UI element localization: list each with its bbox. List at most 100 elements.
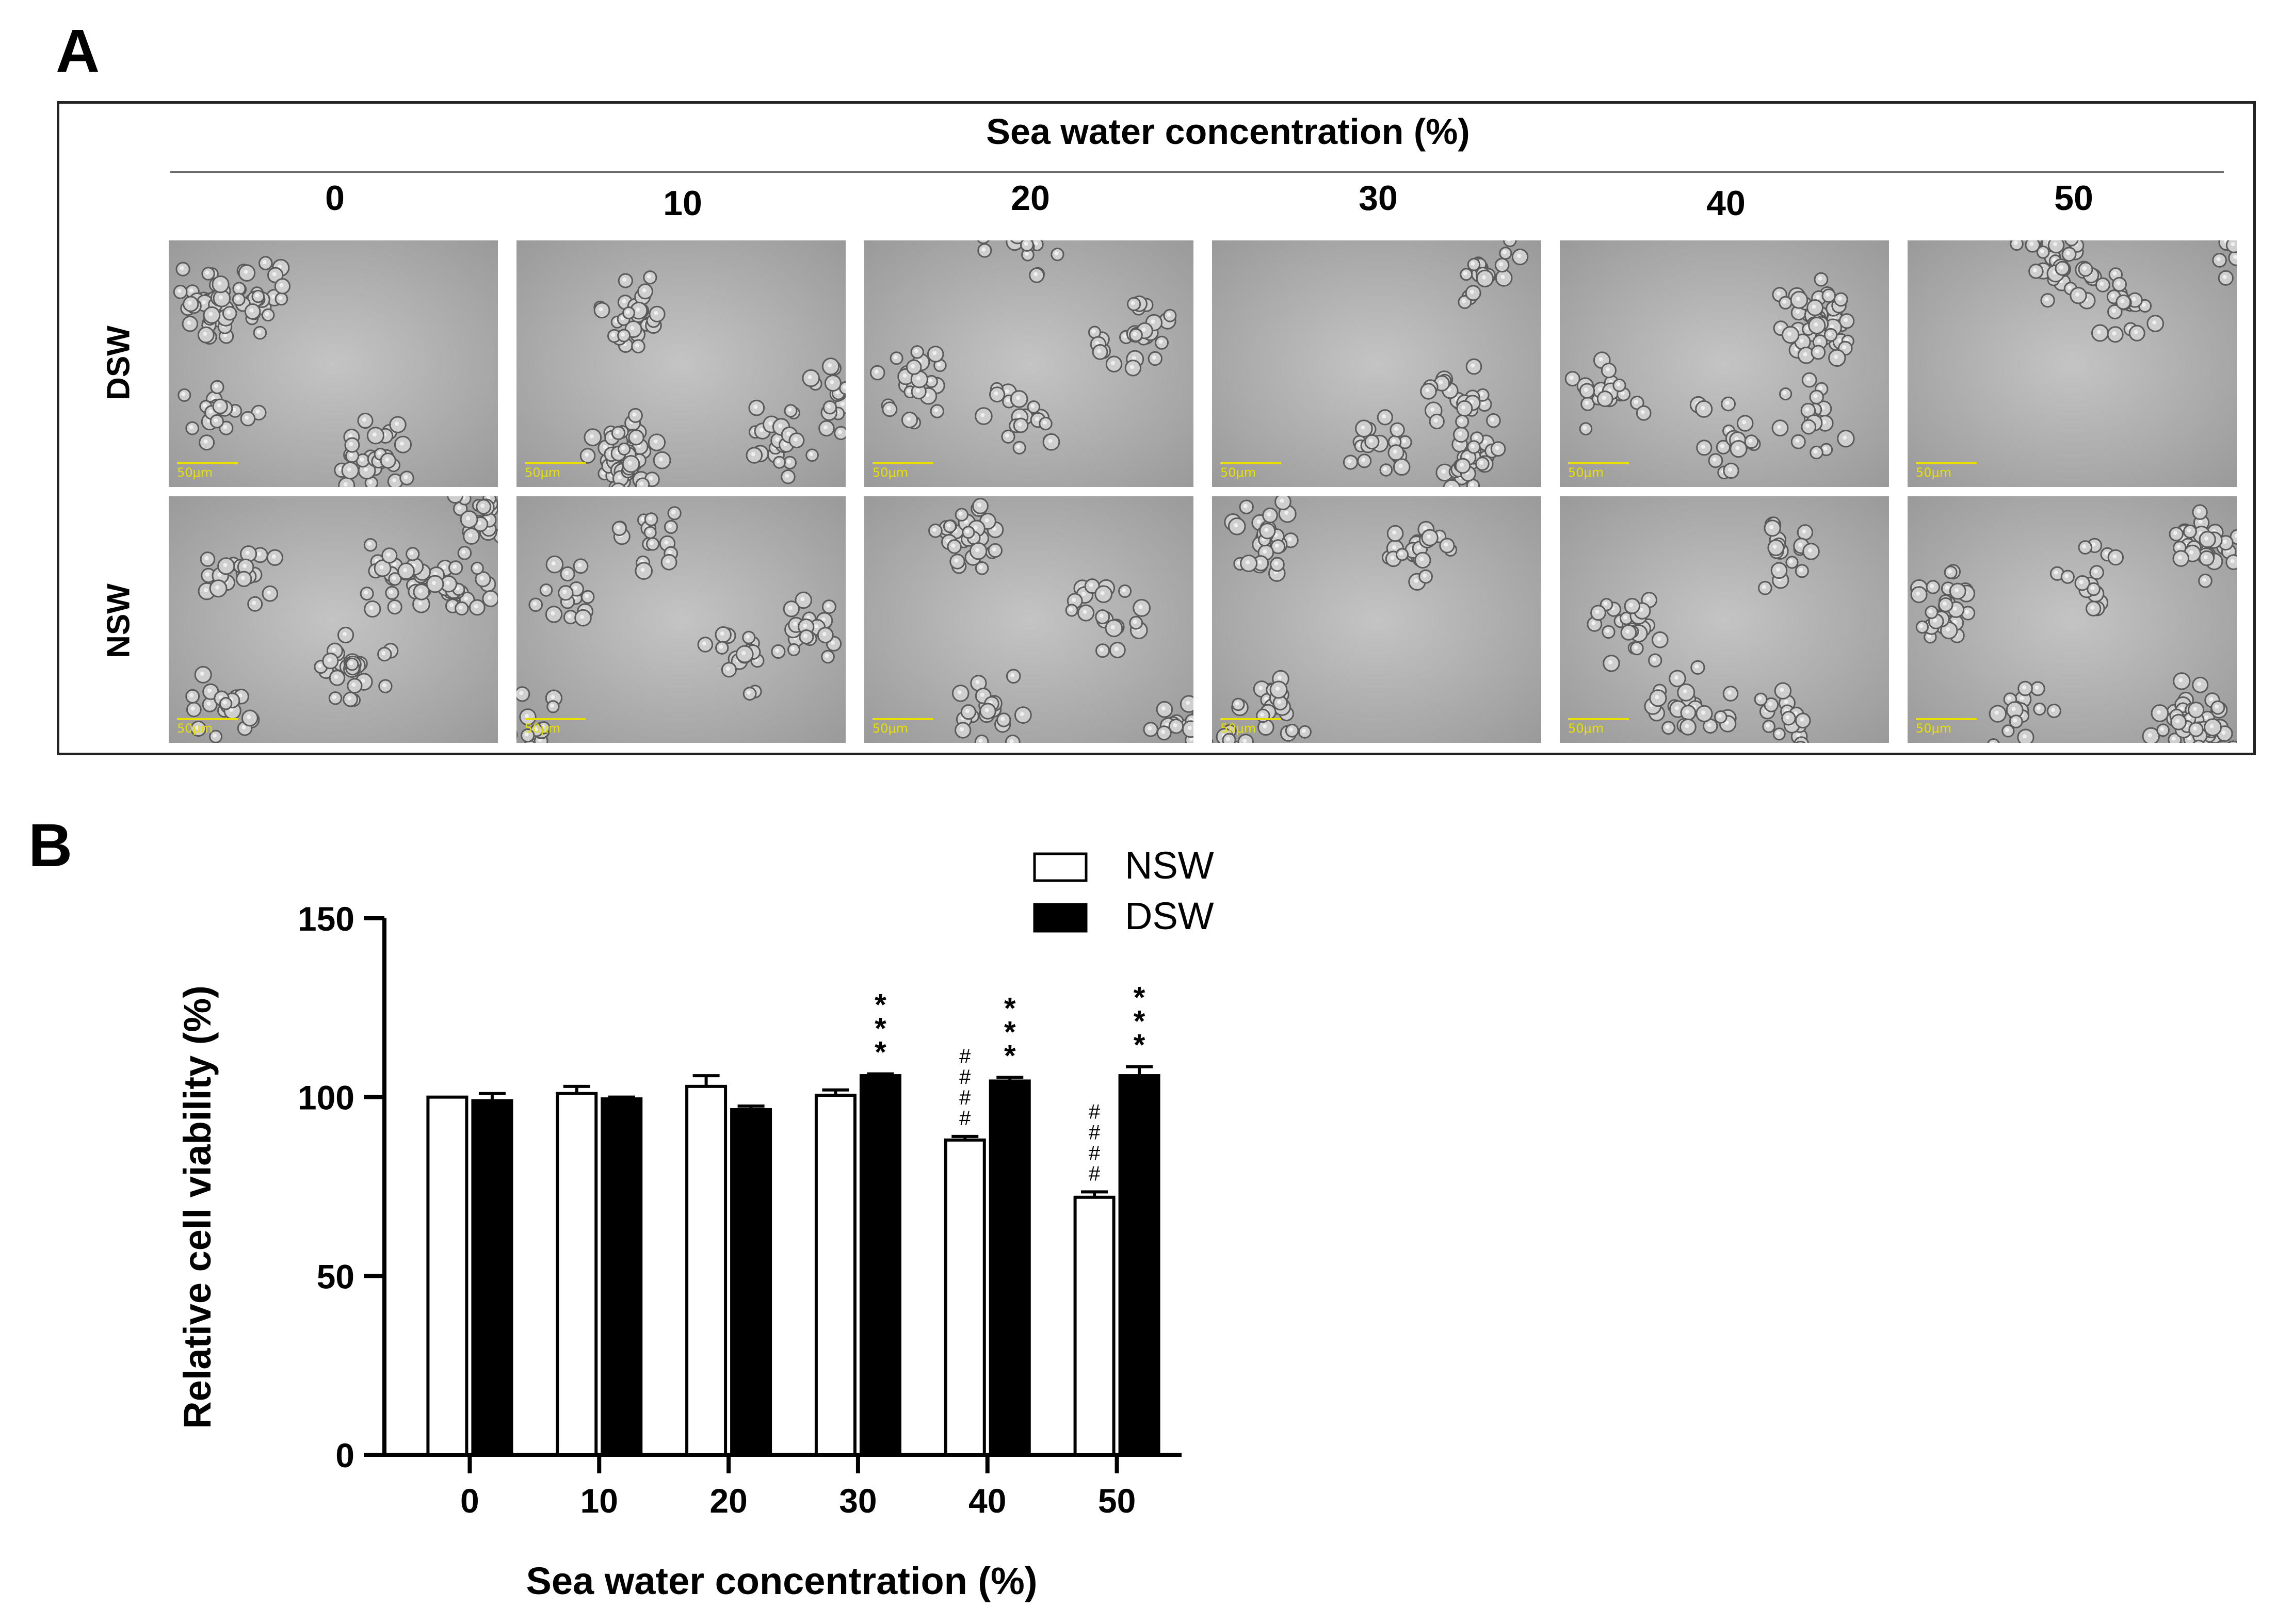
row-label-dsw: DSW bbox=[101, 326, 137, 400]
cell-image bbox=[1908, 240, 2237, 487]
x-tick-label: 40 bbox=[968, 1482, 1006, 1520]
y-tick-label: 100 bbox=[298, 1079, 354, 1117]
bar-nsw-50 bbox=[1073, 1195, 1116, 1456]
micrograph-nsw-0: 50μm bbox=[169, 496, 498, 743]
significance-marker: *** bbox=[875, 988, 886, 1069]
concentration-label: 30 bbox=[1359, 178, 1398, 218]
bar-dsw-20 bbox=[730, 1108, 772, 1456]
cell-image bbox=[516, 496, 846, 743]
bar-dsw-0 bbox=[471, 1099, 513, 1456]
significance-symbol: * bbox=[875, 988, 886, 1022]
scale-bar: 50μm bbox=[177, 718, 238, 736]
row-label-nsw: NSW bbox=[101, 583, 137, 658]
chart-legend: NSW DSW bbox=[1033, 844, 1214, 937]
significance-symbol: # bbox=[959, 1086, 971, 1109]
significance-symbol: # bbox=[959, 1045, 971, 1068]
concentration-label: 0 bbox=[325, 178, 345, 218]
concentration-label: 40 bbox=[1706, 184, 1746, 223]
bar-nsw-20 bbox=[685, 1084, 728, 1456]
micrograph-nsw-30: 50μm bbox=[1212, 496, 1541, 743]
micrograph-nsw-50: 50μm bbox=[1908, 496, 2237, 743]
significance-symbol: * bbox=[875, 1036, 886, 1069]
x-tick-label: 30 bbox=[839, 1482, 877, 1520]
micrograph-dsw-50: 50μm bbox=[1908, 240, 2237, 487]
bar-nsw-0 bbox=[426, 1095, 469, 1456]
concentration-label: 10 bbox=[663, 184, 702, 223]
concentration-label: 20 bbox=[1011, 178, 1050, 218]
cell-image bbox=[1212, 240, 1541, 487]
y-tick-label: 150 bbox=[298, 900, 354, 938]
cell-image bbox=[169, 496, 498, 743]
scale-bar: 50μm bbox=[525, 718, 586, 736]
significance-symbol: # bbox=[1089, 1162, 1101, 1185]
cell-image bbox=[1560, 496, 1889, 743]
x-tick-label: 10 bbox=[580, 1482, 618, 1520]
x-tick-label: 0 bbox=[460, 1482, 479, 1520]
micrograph-nsw-10: 50μm bbox=[516, 496, 846, 743]
panel-b-letter: B bbox=[28, 811, 73, 880]
bar-dsw-40 bbox=[989, 1079, 1031, 1456]
cell-image bbox=[516, 240, 846, 487]
significance-marker: #### bbox=[1089, 1100, 1101, 1185]
micrograph-dsw-30: 50μm bbox=[1212, 240, 1541, 487]
micrograph-dsw-10: 50μm bbox=[516, 240, 846, 487]
x-axis-label: Sea water concentration (%) bbox=[526, 1560, 1037, 1602]
significance-symbol: # bbox=[959, 1107, 971, 1130]
cell-image bbox=[1560, 240, 1889, 487]
scale-bar: 50μm bbox=[1916, 462, 1977, 480]
significance-symbol: # bbox=[1089, 1142, 1101, 1164]
cell-image bbox=[864, 496, 1193, 743]
x-tick-label: 20 bbox=[709, 1482, 747, 1520]
micrograph-dsw-20: 50μm bbox=[864, 240, 1193, 487]
x-tick-label: 50 bbox=[1098, 1482, 1136, 1520]
cell-image bbox=[864, 240, 1193, 487]
scale-bar: 50μm bbox=[177, 462, 238, 480]
significance-symbol: * bbox=[1004, 1040, 1016, 1073]
micrograph-nsw-20: 50μm bbox=[864, 496, 1193, 743]
cell-image bbox=[169, 240, 498, 487]
significance-marker: *** bbox=[1004, 992, 1016, 1073]
scale-bar: 50μm bbox=[1220, 462, 1281, 480]
scale-bar: 50μm bbox=[1220, 718, 1281, 736]
micrograph-nsw-40: 50μm bbox=[1560, 496, 1889, 743]
legend-label-dsw: DSW bbox=[1125, 895, 1214, 937]
scale-bar: 50μm bbox=[873, 462, 933, 480]
micrograph-dsw-40: 50μm bbox=[1560, 240, 1889, 487]
micrograph-dsw-0: 50μm bbox=[169, 240, 498, 487]
significance-marker: *** bbox=[1134, 981, 1145, 1062]
scale-bar: 50μm bbox=[1568, 462, 1629, 480]
chart-axes: 0 50 100 150 0 10 20 30 40 50 bbox=[298, 900, 1182, 1520]
scale-bar: 50μm bbox=[873, 718, 933, 736]
y-axis-label: Relative cell viability (%) bbox=[176, 985, 219, 1429]
legend-swatch-dsw bbox=[1033, 903, 1088, 933]
significance-symbol: * bbox=[1134, 1029, 1145, 1062]
concentration-header: Sea water concentration (%) bbox=[986, 111, 1470, 152]
y-tick-label: 50 bbox=[317, 1257, 354, 1295]
scale-bar: 50μm bbox=[1568, 718, 1629, 736]
bar-dsw-30 bbox=[859, 1074, 901, 1456]
micrograph-panel-frame bbox=[57, 101, 2256, 755]
panel-a-letter: A bbox=[56, 17, 100, 85]
significance-symbol: * bbox=[1004, 1016, 1016, 1049]
chart-bars bbox=[426, 1065, 1160, 1456]
y-tick-label: 0 bbox=[335, 1436, 354, 1474]
bar-nsw-40 bbox=[944, 1138, 986, 1456]
chart-annotations: *** ####***####*** bbox=[875, 981, 1145, 1185]
significance-symbol: * bbox=[875, 1012, 886, 1046]
bar-dsw-10 bbox=[601, 1097, 643, 1456]
significance-symbol: # bbox=[1089, 1121, 1101, 1144]
legend-label-nsw: NSW bbox=[1125, 844, 1214, 887]
scale-bar: 50μm bbox=[525, 462, 586, 480]
cell-image bbox=[1908, 496, 2237, 743]
concentration-label: 50 bbox=[2054, 178, 2093, 218]
significance-symbol: * bbox=[1134, 981, 1145, 1015]
significance-symbol: * bbox=[1134, 1005, 1145, 1038]
legend-swatch-nsw bbox=[1033, 852, 1088, 882]
bar-nsw-30 bbox=[814, 1094, 857, 1456]
bar-dsw-50 bbox=[1118, 1074, 1160, 1456]
significance-symbol: # bbox=[959, 1066, 971, 1089]
header-divider bbox=[170, 171, 2224, 173]
significance-symbol: # bbox=[1089, 1100, 1101, 1123]
cell-image bbox=[1212, 496, 1541, 743]
